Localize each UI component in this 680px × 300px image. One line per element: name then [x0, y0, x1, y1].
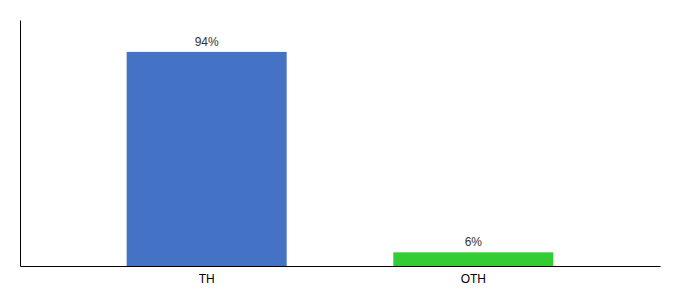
- x-axis: TH OTH: [21, 267, 661, 286]
- bar: [127, 52, 287, 266]
- y-axis: [20, 21, 21, 267]
- x-tick: OTH: [461, 272, 486, 286]
- plot: TH OTH 94% 6%: [21, 21, 661, 286]
- bars: [127, 52, 554, 266]
- x-axis-line: [21, 266, 661, 267]
- x-tick-label: TH: [199, 272, 215, 286]
- y-axis-line: [20, 21, 21, 267]
- chart: TH OTH 94% 6%: [0, 0, 680, 300]
- x-tick: TH: [199, 272, 215, 286]
- data-labels: 94% 6%: [195, 35, 483, 249]
- data-label: 94%: [195, 35, 219, 49]
- x-tick-label: OTH: [461, 272, 486, 286]
- data-label: 6%: [465, 235, 483, 249]
- bar: [393, 252, 553, 266]
